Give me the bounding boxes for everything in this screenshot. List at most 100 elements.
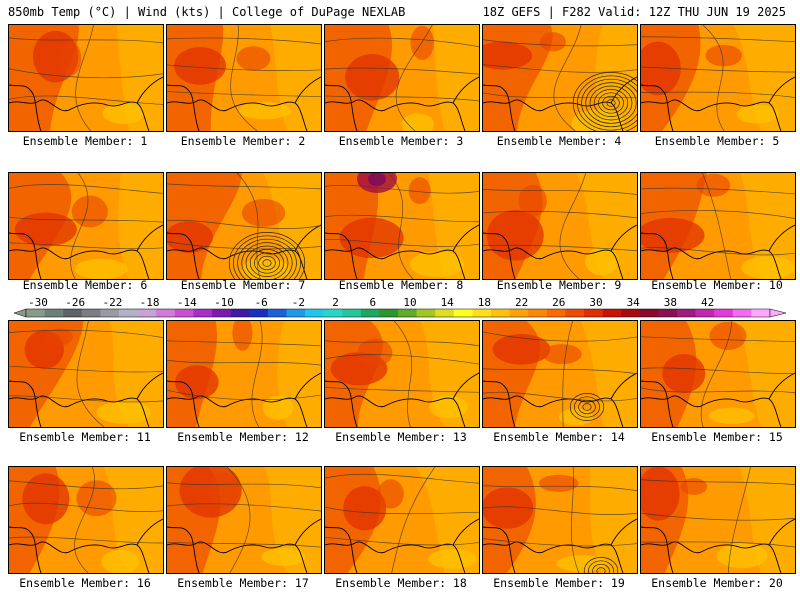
temperature-field-map	[641, 25, 795, 131]
colorbar-swatch	[695, 309, 715, 317]
colorbar-swatch	[491, 309, 510, 317]
colorbar-swatch	[621, 309, 641, 317]
colorbar-tick-label: -6	[254, 296, 268, 309]
product-title: 850mb Temp (°C) | Wind (kts) | College o…	[8, 5, 406, 19]
colorbar-tick-label: -26	[65, 296, 86, 309]
colorbar-tick-label: -18	[139, 296, 160, 309]
colorbar-swatch	[286, 309, 306, 317]
temperature-field-map	[9, 467, 163, 573]
ensemble-member-label: Ensemble Member: 17	[177, 576, 309, 590]
colorbar-tick-label: -2	[291, 296, 306, 309]
colorbar-swatch	[584, 309, 603, 317]
colorbar-swatch	[714, 309, 734, 317]
temperature-field-map	[325, 321, 479, 427]
temperature-field-map	[641, 173, 795, 279]
ensemble-member-label: Ensemble Member: 19	[493, 576, 625, 590]
ensemble-member-map	[482, 24, 638, 132]
colorbar-swatch	[212, 309, 231, 317]
colorbar-swatch	[546, 309, 566, 317]
colorbar-tick-label: 6	[369, 296, 377, 309]
colorbar-swatch	[398, 309, 417, 317]
ensemble-member-map	[324, 24, 480, 132]
ensemble-member-map	[640, 24, 796, 132]
ensemble-member-map	[8, 24, 164, 132]
ensemble-member-label: Ensemble Member: 20	[651, 576, 783, 590]
colorbar-swatch	[193, 309, 213, 317]
colorbar-tick-label: 42	[700, 296, 715, 309]
ensemble-member-map	[640, 172, 796, 280]
temperature-field-map	[325, 467, 479, 573]
ensemble-member-map	[8, 320, 164, 428]
ensemble-member-map	[482, 320, 638, 428]
ensemble-member-label: Ensemble Member: 6	[22, 278, 148, 292]
temperature-field-map	[9, 173, 163, 279]
colorbar-swatch	[602, 309, 622, 317]
colorbar-tick-label: -30	[28, 296, 48, 309]
temperature-field-map	[167, 173, 321, 279]
colorbar-swatch	[267, 309, 287, 317]
temperature-field-map	[167, 467, 321, 573]
colorbar-swatch	[44, 309, 64, 317]
colorbar-swatch	[342, 309, 362, 317]
temperature-field-map	[483, 173, 637, 279]
colorbar-swatch	[26, 309, 45, 317]
ensemble-member-label: Ensemble Member: 11	[19, 430, 151, 444]
colorbar-swatch	[323, 309, 343, 317]
colorbar-tick-label: 30	[589, 296, 603, 309]
ensemble-member-label: Ensemble Member: 14	[493, 430, 625, 444]
colorbar-swatch	[63, 309, 83, 317]
run-valid-time: 18Z GEFS | F282 Valid: 12Z THU JUN 19 20…	[482, 5, 786, 19]
colorbar-swatch	[435, 309, 455, 317]
ensemble-member-label: Ensemble Member: 13	[335, 430, 467, 444]
colorbar-swatch	[360, 309, 380, 317]
temperature-field-map	[325, 173, 479, 279]
temperature-field-map	[167, 321, 321, 427]
colorbar-swatch	[639, 309, 659, 317]
colorbar-swatch	[732, 309, 752, 317]
ensemble-member-label: Ensemble Member: 7	[180, 278, 306, 292]
colorbar-swatch	[472, 309, 492, 317]
map-header: 850mb Temp (°C) | Wind (kts) | College o…	[0, 0, 800, 24]
ensemble-member-label: Ensemble Member: 1	[22, 134, 148, 148]
colorbar-swatch	[249, 309, 269, 317]
ensemble-member-label: Ensemble Member: 16	[19, 576, 151, 590]
temperature-field-map	[167, 25, 321, 131]
colorbar-tick-label: 22	[514, 296, 529, 309]
ensemble-member-map	[8, 466, 164, 574]
ensemble-member-map	[482, 172, 638, 280]
colorbar-swatch	[565, 309, 585, 317]
colorbar-swatch	[453, 309, 473, 317]
temperature-field-map	[325, 25, 479, 131]
colorbar-swatch	[305, 309, 324, 317]
temperature-field-map	[641, 467, 795, 573]
ensemble-member-label: Ensemble Member: 5	[654, 134, 780, 148]
ensemble-member-label: Ensemble Member: 3	[338, 134, 464, 148]
ensemble-member-label: Ensemble Member: 10	[651, 278, 783, 292]
colorbar-scale	[13, 308, 787, 318]
colorbar-tick-label: 10	[403, 296, 417, 309]
ensemble-member-label: Ensemble Member: 9	[496, 278, 622, 292]
temperature-colorbar: -30 -26 -22 -18 -14 -10 -6 -2 2 6 10 14 18 22 26 30 34 38…	[0, 296, 800, 320]
ensemble-member-label: Ensemble Member: 8	[338, 278, 464, 292]
ensemble-member-label: Ensemble Member: 18	[335, 576, 467, 590]
colorbar-tick-label: 14	[440, 296, 454, 309]
colorbar-swatch	[379, 309, 399, 317]
colorbar-swatch	[81, 309, 101, 317]
colorbar-swatch	[528, 309, 548, 317]
colorbar-swatch	[751, 309, 771, 317]
ensemble-member-map	[482, 466, 638, 574]
temperature-field-map	[9, 25, 163, 131]
ensemble-member-map	[166, 466, 322, 574]
ensemble-member-map	[324, 172, 480, 280]
ensemble-member-map	[166, 172, 322, 280]
temperature-field-map	[483, 321, 637, 427]
ensemble-member-label: Ensemble Member: 12	[177, 430, 309, 444]
colorbar-tick-label: -10	[214, 296, 234, 309]
ensemble-member-map	[166, 320, 322, 428]
temperature-field-map	[641, 321, 795, 427]
colorbar-tick-label: 26	[552, 296, 566, 309]
colorbar-swatch	[174, 309, 194, 317]
colorbar-swatch	[416, 309, 436, 317]
ensemble-member-map	[324, 466, 480, 574]
colorbar-tick-label: 38	[663, 296, 678, 309]
